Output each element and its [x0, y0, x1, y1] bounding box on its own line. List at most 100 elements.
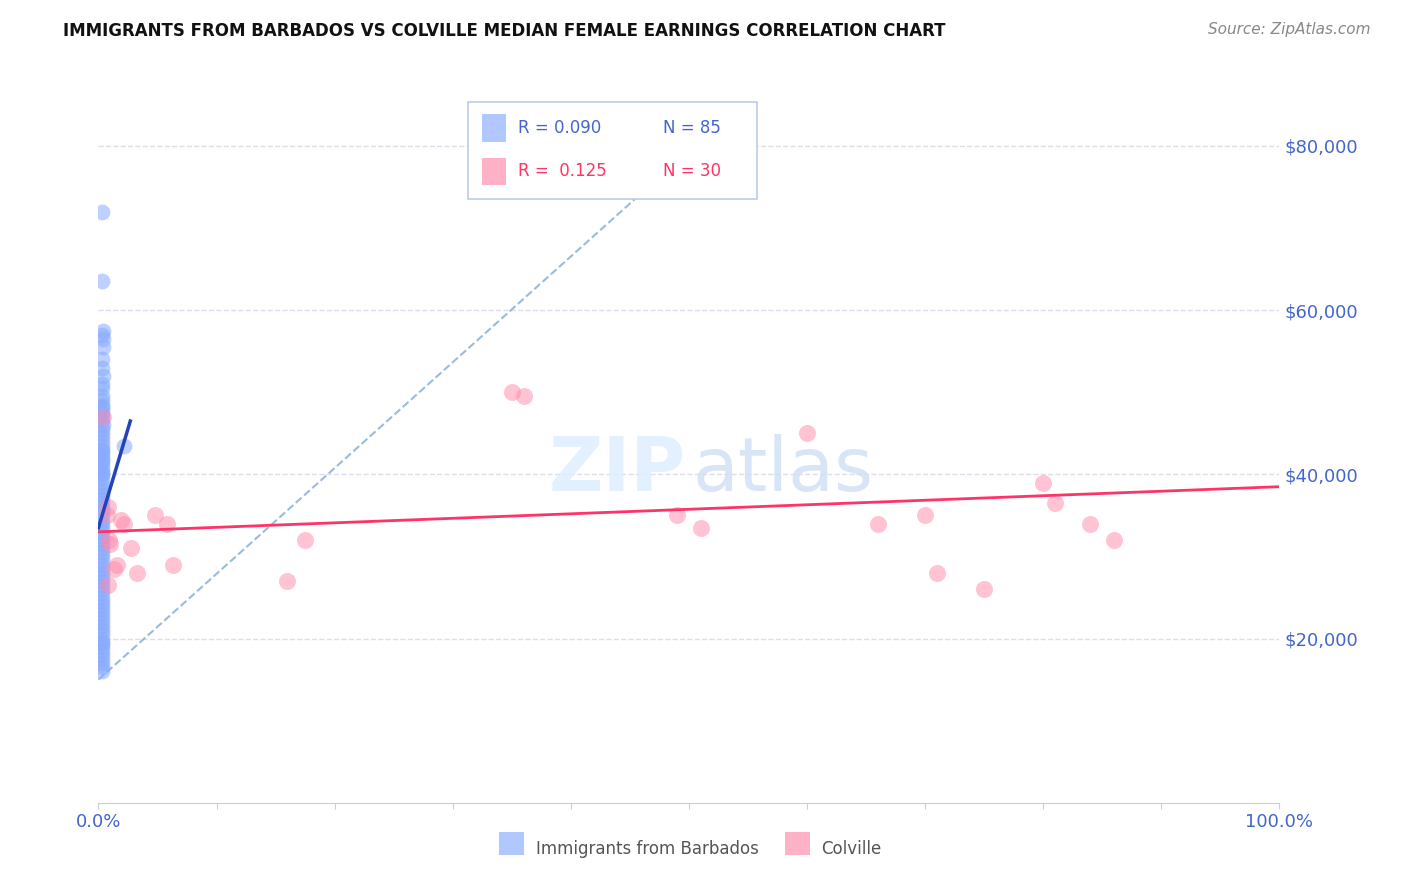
- Point: [91, 627, 114, 641]
- Point: [91, 594, 114, 608]
- Point: [91, 619, 114, 633]
- Point: [127, 566, 149, 580]
- Point: [156, 516, 179, 531]
- Point: [91, 599, 114, 613]
- Point: [689, 521, 711, 535]
- Point: [91, 665, 114, 679]
- Point: [91, 368, 114, 383]
- Point: [98, 537, 121, 551]
- Point: [294, 533, 316, 547]
- Point: [91, 553, 114, 567]
- Point: [91, 332, 114, 346]
- Point: [162, 558, 184, 572]
- Point: [91, 541, 114, 556]
- Point: [91, 615, 114, 630]
- Point: [666, 508, 689, 523]
- Point: [1080, 516, 1102, 531]
- Point: [1043, 496, 1066, 510]
- Point: [98, 533, 121, 547]
- Point: [91, 324, 114, 338]
- Bar: [482, 114, 506, 142]
- Point: [973, 582, 995, 597]
- Text: ZIP: ZIP: [548, 434, 685, 507]
- Point: [91, 422, 114, 436]
- Point: [91, 582, 114, 597]
- Point: [91, 455, 114, 469]
- Point: [121, 541, 143, 556]
- Point: [105, 558, 128, 572]
- Point: [1032, 475, 1054, 490]
- Point: [91, 400, 114, 414]
- Point: [91, 533, 114, 547]
- Point: [91, 504, 114, 518]
- Text: IMMIGRANTS FROM BARBADOS VS COLVILLE MEDIAN FEMALE EARNINGS CORRELATION CHART: IMMIGRANTS FROM BARBADOS VS COLVILLE MED…: [63, 22, 946, 40]
- Text: N = 30: N = 30: [664, 162, 721, 180]
- Point: [91, 578, 114, 592]
- Point: [91, 442, 114, 457]
- Point: [91, 607, 114, 621]
- Point: [91, 327, 114, 342]
- Point: [91, 389, 114, 403]
- Point: [91, 204, 114, 219]
- Point: [91, 466, 114, 480]
- Point: [91, 586, 114, 600]
- Point: [91, 644, 114, 658]
- Point: [91, 393, 114, 408]
- Point: [91, 352, 114, 367]
- Point: [91, 624, 114, 638]
- Point: [91, 480, 114, 494]
- Point: [91, 496, 114, 510]
- Point: [91, 407, 114, 421]
- Bar: [482, 158, 506, 185]
- Point: [91, 414, 114, 428]
- Point: [112, 516, 135, 531]
- Point: [925, 566, 948, 580]
- Point: [91, 463, 114, 477]
- Point: [91, 430, 114, 444]
- Point: [91, 549, 114, 564]
- Point: [91, 632, 114, 646]
- Text: Source: ZipAtlas.com: Source: ZipAtlas.com: [1208, 22, 1371, 37]
- Point: [512, 389, 534, 403]
- Point: [91, 409, 114, 424]
- Text: R =  0.125: R = 0.125: [517, 162, 606, 180]
- Point: [796, 426, 818, 441]
- Point: [1102, 533, 1125, 547]
- Point: [91, 447, 114, 461]
- Point: [91, 418, 114, 433]
- Point: [91, 574, 114, 588]
- Point: [91, 603, 114, 617]
- Point: [91, 512, 114, 526]
- Point: [91, 467, 114, 482]
- Point: [91, 648, 114, 662]
- Point: [97, 500, 120, 515]
- Point: [91, 398, 114, 412]
- Text: Immigrants from Barbados: Immigrants from Barbados: [536, 840, 759, 858]
- Point: [91, 640, 114, 654]
- Point: [91, 444, 114, 458]
- Point: [103, 562, 125, 576]
- Point: [91, 483, 114, 498]
- Point: [110, 512, 132, 526]
- Point: [276, 574, 298, 588]
- Point: [91, 537, 114, 551]
- Point: [91, 381, 114, 395]
- Text: atlas: atlas: [693, 434, 873, 507]
- Point: [91, 657, 114, 671]
- Point: [91, 459, 114, 474]
- Point: [97, 578, 120, 592]
- Point: [91, 558, 114, 572]
- Point: [501, 385, 523, 400]
- Point: [91, 491, 114, 506]
- Point: [91, 521, 114, 535]
- Point: [91, 545, 114, 559]
- Point: [91, 360, 114, 375]
- Text: R = 0.090: R = 0.090: [517, 119, 600, 137]
- Point: [143, 508, 166, 523]
- Point: [91, 508, 114, 523]
- Point: [91, 439, 114, 453]
- Point: [91, 636, 114, 650]
- Point: [914, 508, 936, 523]
- Point: [91, 403, 114, 417]
- Point: [866, 516, 889, 531]
